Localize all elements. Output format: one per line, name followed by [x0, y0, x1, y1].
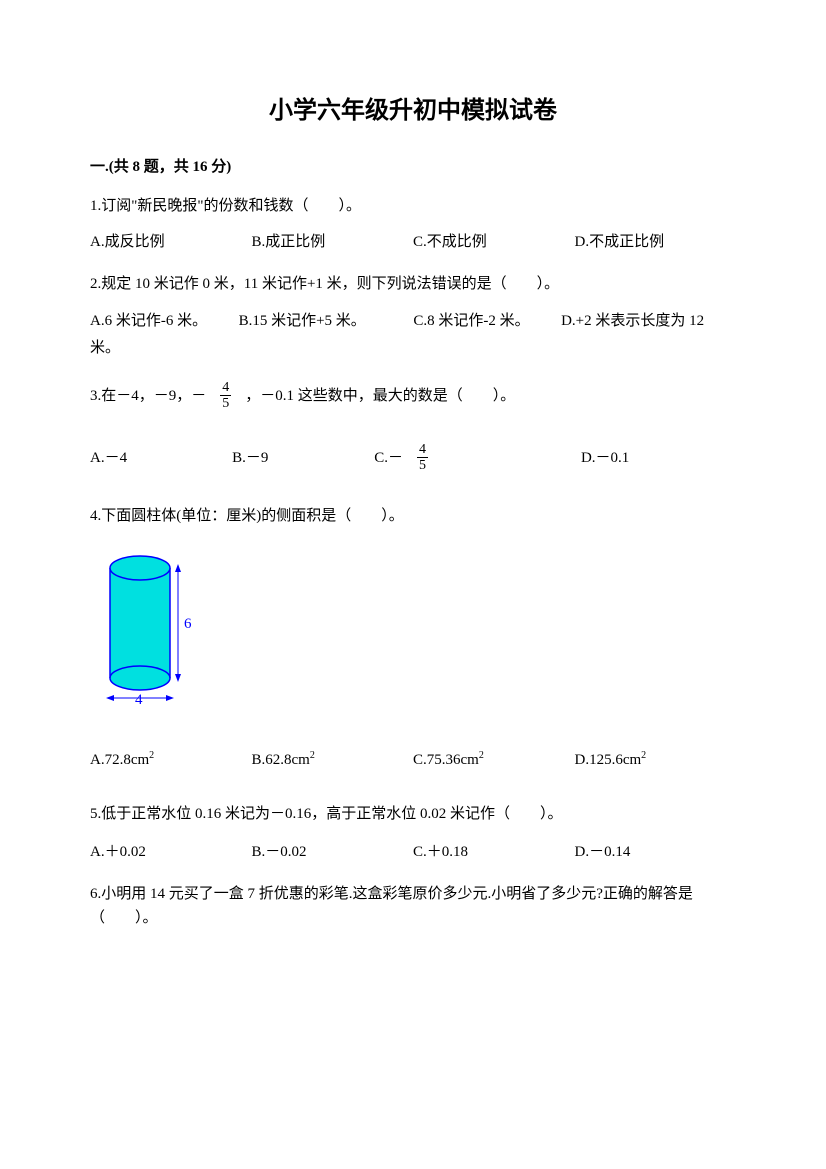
q4-opt-c: C.75.36cm2 [413, 748, 575, 772]
q1-opt-d: D.不成正比例 [575, 230, 737, 254]
cylinder-width-label: 4 [135, 692, 143, 708]
q2-opt-c: C.8 米记作-2 米。 [413, 313, 529, 329]
page-title: 小学六年级升初中模拟试卷 [90, 90, 736, 125]
q2-opt-b: B.15 米记作+5 米。 [239, 313, 366, 329]
q3-frac-num: 4 [220, 380, 231, 396]
q3-opt-c: C.－ 4 5 [374, 442, 581, 474]
q3-c-den: 5 [417, 458, 428, 473]
q4-opt-b: B.62.8cm2 [252, 748, 414, 772]
q3-pre: 3.在－4，－9，－ [90, 384, 206, 408]
q3-c-pre: C.－ [374, 446, 403, 470]
q4-c-sup: 2 [479, 750, 484, 761]
q4-text: 4.下面圆柱体(单位：厘米)的侧面积是（ ）。 [90, 504, 736, 528]
q4-d-sup: 2 [641, 750, 646, 761]
q3-c-fraction: 4 5 [417, 442, 428, 474]
q3-post: ，－0.1 这些数中，最大的数是（ ）。 [245, 384, 515, 408]
q5-opt-b: B.－0.02 [252, 840, 414, 864]
q5-opt-d: D.－0.14 [575, 840, 737, 864]
q1-opt-c: C.不成比例 [413, 230, 575, 254]
q4-d-pre: D.125.6cm [575, 752, 642, 768]
question-5: 5.低于正常水位 0.16 米记为－0.16，高于正常水位 0.02 米记作（ … [90, 802, 736, 864]
q2-options: A.6 米记作-6 米。 B.15 米记作+5 米。 C.8 米记作-2 米。 … [90, 308, 736, 362]
q2-opt-a: A.6 米记作-6 米。 [90, 313, 207, 329]
cylinder-height-label: 6 [184, 616, 192, 632]
q1-opt-b: B.成正比例 [252, 230, 414, 254]
q4-options: A.72.8cm2 B.62.8cm2 C.75.36cm2 D.125.6cm… [90, 748, 736, 772]
q5-opt-a: A.＋0.02 [90, 840, 252, 864]
q4-opt-a: A.72.8cm2 [90, 748, 252, 772]
q1-options: A.成反比例 B.成正比例 C.不成比例 D.不成正比例 [90, 230, 736, 254]
q3-c-num: 4 [417, 442, 428, 458]
q5-opt-c: C.＋0.18 [413, 840, 575, 864]
question-6: 6.小明用 14 元买了一盒 7 折优惠的彩笔.这盒彩笔原价多少元.小明省了多少… [90, 882, 736, 930]
q6-text: 6.小明用 14 元买了一盒 7 折优惠的彩笔.这盒彩笔原价多少元.小明省了多少… [90, 882, 736, 930]
q1-text: 1.订阅"新民晚报"的份数和钱数（ ）。 [90, 194, 736, 218]
q4-c-pre: C.75.36cm [413, 752, 479, 768]
q3-opt-b: B.－9 [232, 446, 374, 470]
q4-b-sup: 2 [310, 750, 315, 761]
q3-opt-d: D.－0.1 [581, 446, 710, 470]
q2-text: 2.规定 10 米记作 0 米，11 米记作+1 米，则下列说法错误的是（ ）。 [90, 272, 736, 296]
q3-options: A.－4 B.－9 C.－ 4 5 D.－0.1 [90, 442, 736, 474]
q3-text: 3.在－4，－9，－ 4 5 ，－0.1 这些数中，最大的数是（ ）。 [90, 380, 736, 412]
cylinder-diagram: 6 4 [100, 550, 210, 710]
q3-opt-a: A.－4 [90, 446, 232, 470]
question-4: 4.下面圆柱体(单位：厘米)的侧面积是（ ）。 6 4 A.72.8cm2 B.… [90, 504, 736, 772]
q4-a-pre: A.72.8cm [90, 752, 149, 768]
q4-b-pre: B.62.8cm [252, 752, 310, 768]
q3-fraction: 4 5 [220, 380, 231, 412]
q5-options: A.＋0.02 B.－0.02 C.＋0.18 D.－0.14 [90, 840, 736, 864]
q5-text: 5.低于正常水位 0.16 米记为－0.16，高于正常水位 0.02 米记作（ … [90, 802, 736, 826]
q4-opt-d: D.125.6cm2 [575, 748, 737, 772]
q4-a-sup: 2 [149, 750, 154, 761]
question-2: 2.规定 10 米记作 0 米，11 米记作+1 米，则下列说法错误的是（ ）。… [90, 272, 736, 362]
section-header: 一.(共 8 题，共 16 分) [90, 155, 736, 176]
q3-frac-den: 5 [220, 396, 231, 411]
question-1: 1.订阅"新民晚报"的份数和钱数（ ）。 A.成反比例 B.成正比例 C.不成比… [90, 194, 736, 254]
q1-opt-a: A.成反比例 [90, 230, 252, 254]
question-3: 3.在－4，－9，－ 4 5 ，－0.1 这些数中，最大的数是（ ）。 A.－4… [90, 380, 736, 474]
